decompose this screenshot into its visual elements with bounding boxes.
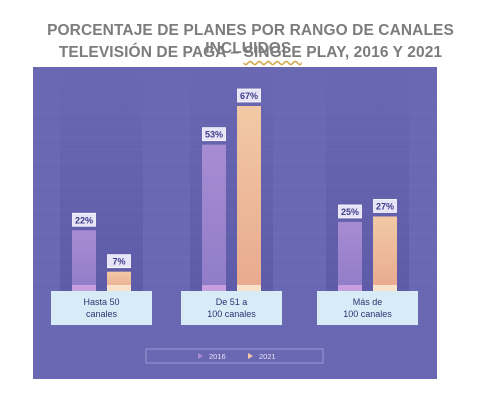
data-label-box bbox=[338, 204, 362, 219]
data-label-box bbox=[107, 254, 131, 269]
legend-marker-2021 bbox=[248, 353, 253, 359]
data-label-box bbox=[373, 199, 397, 213]
bar-2016-3 bbox=[338, 221, 362, 291]
category-label: Hasta 50 bbox=[83, 297, 119, 307]
title-part-1: TELEVISIÓN DE PAGA – bbox=[58, 44, 244, 61]
bar-2016-2 bbox=[202, 144, 226, 291]
bar-2016-1 bbox=[72, 230, 96, 291]
bar-base-2016-1 bbox=[72, 285, 96, 291]
chart-title-line-1: PORCENTAJE DE PLANES POR RANGO DE CANALE… bbox=[47, 22, 454, 57]
title-part-2: PLAY, 2016 Y 2021 bbox=[301, 44, 443, 61]
title-part-single: SINGLE bbox=[243, 44, 302, 61]
legend-box bbox=[145, 348, 324, 364]
bar-2021-2 bbox=[237, 106, 261, 291]
category-box-3 bbox=[317, 291, 418, 325]
category-label: 100 canales bbox=[207, 309, 256, 319]
data-label-2021-1: 7% bbox=[112, 257, 125, 267]
category-box-1 bbox=[51, 291, 152, 325]
legend-marker-2016 bbox=[198, 353, 203, 359]
bar-base-2021-1 bbox=[107, 285, 131, 291]
category-label: 100 canales bbox=[343, 309, 392, 319]
bar-chart: 22% 7% Hasta 50 canales 53% 67% De 51 a 100 can… bbox=[33, 67, 437, 364]
category-label: De 51 a bbox=[216, 297, 248, 307]
data-label-box bbox=[72, 212, 96, 227]
bar-base-2021-2 bbox=[237, 285, 261, 291]
legend-label-2016: 2016 bbox=[209, 352, 226, 361]
data-label-box bbox=[202, 127, 226, 142]
bar-2021-3 bbox=[373, 216, 397, 291]
category-label: Más de bbox=[353, 297, 383, 307]
bar-base-2016-2 bbox=[202, 285, 226, 291]
category-label: canales bbox=[86, 309, 118, 319]
bar-base-2021-3 bbox=[373, 285, 397, 291]
data-label-2016-1: 22% bbox=[75, 215, 93, 225]
chart-title-line-2: TELEVISIÓN DE PAGA – SINGLE PLAY, 2016 Y… bbox=[0, 44, 501, 62]
data-label-box bbox=[237, 88, 261, 103]
data-label-2021-3: 27% bbox=[376, 201, 394, 211]
legend-label-2021: 2021 bbox=[259, 352, 276, 361]
data-label-2016-2: 53% bbox=[205, 130, 223, 140]
category-box-2 bbox=[181, 291, 282, 325]
chart-panel: 22% 7% Hasta 50 canales 53% 67% De 51 a 100 can… bbox=[33, 67, 437, 379]
data-label-2021-2: 67% bbox=[240, 91, 258, 101]
data-label-2016-3: 25% bbox=[341, 207, 359, 217]
bar-base-2016-3 bbox=[338, 285, 362, 291]
